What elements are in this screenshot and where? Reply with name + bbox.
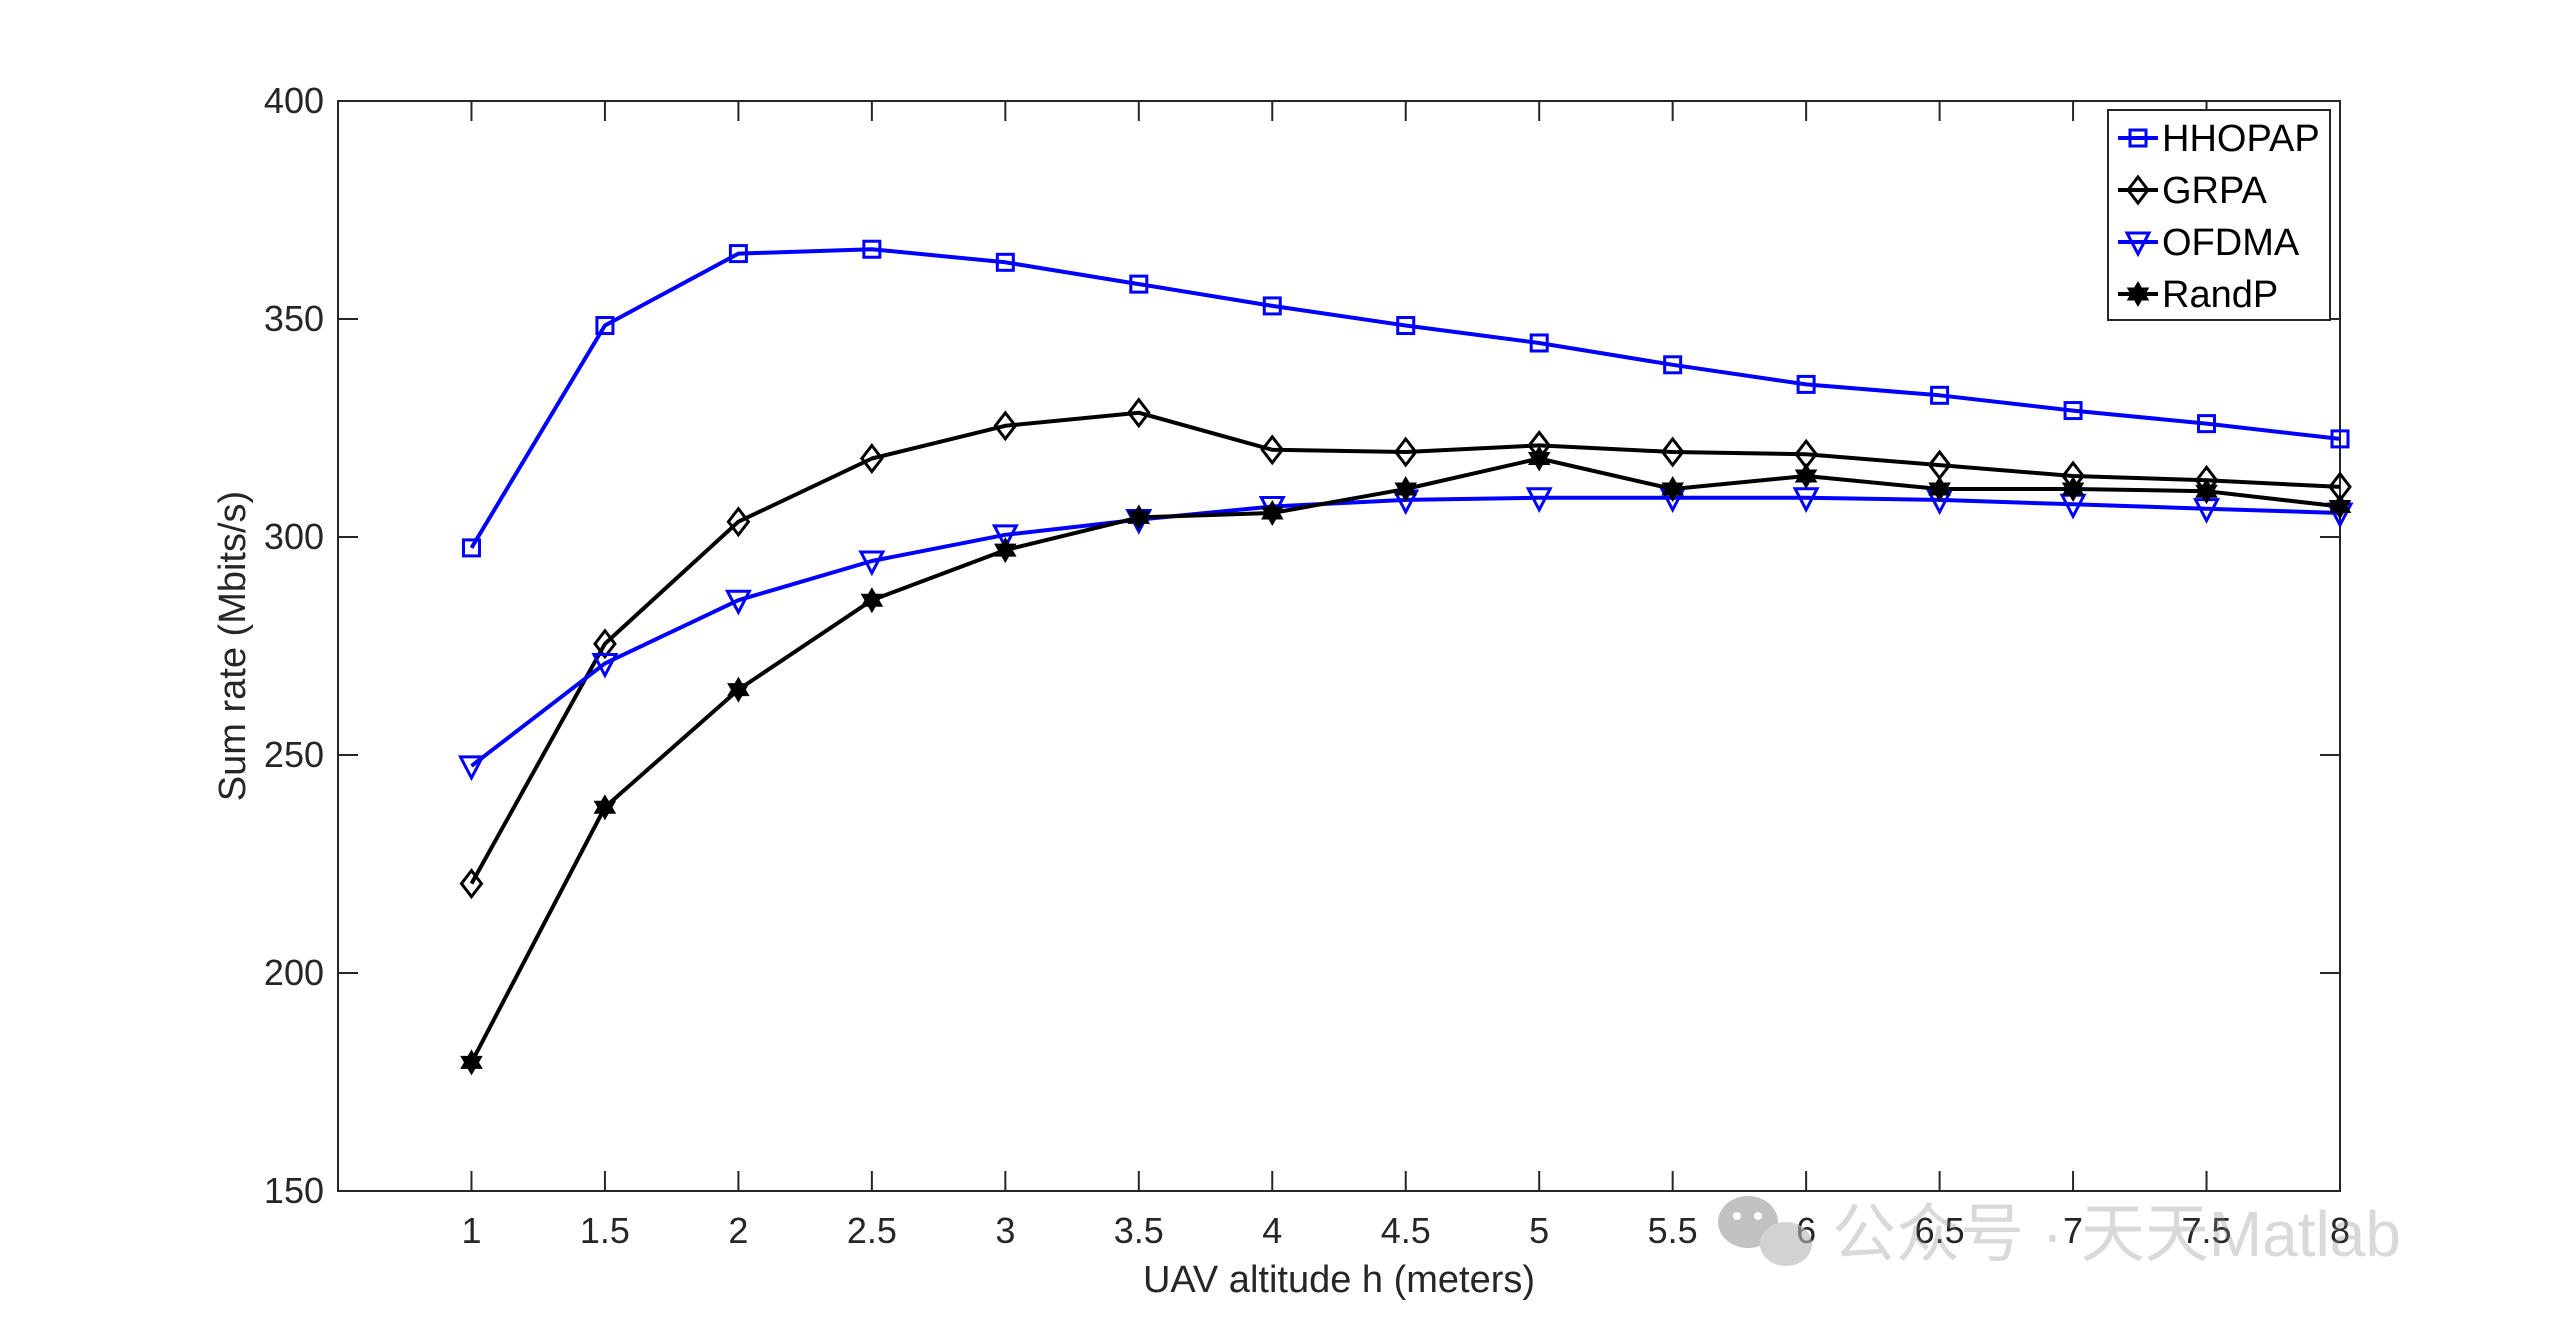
data-point bbox=[1529, 333, 1549, 353]
data-point bbox=[1126, 397, 1151, 429]
data-point bbox=[724, 589, 752, 616]
data-point bbox=[994, 537, 1017, 564]
legend-item: OFDMA bbox=[2118, 222, 2300, 264]
series-randp bbox=[460, 445, 2352, 1076]
legend: HHOPAP GRPA OFDMA RandP bbox=[2107, 109, 2331, 321]
watermark: 公众号 · 天天Matlab bbox=[1718, 1196, 2401, 1270]
x-tick-label: 2 bbox=[728, 1210, 748, 1251]
y-axis-label: Sum rate (Mbits/s) bbox=[212, 491, 254, 801]
data-point bbox=[1396, 316, 1416, 336]
legend-items: HHOPAP GRPA OFDMA RandP bbox=[2118, 118, 2320, 316]
legend-marker bbox=[2128, 128, 2148, 148]
y-tick-label: 400 bbox=[264, 80, 324, 121]
data-point bbox=[2061, 476, 2085, 502]
data-point bbox=[727, 676, 750, 703]
watermark-text: 公众号 · 天天Matlab bbox=[1832, 1198, 2401, 1270]
x-tick-label: 5.5 bbox=[1648, 1210, 1698, 1251]
series-line bbox=[469, 410, 2341, 885]
x-axis-label: UAV altitude h (meters) bbox=[1143, 1259, 1535, 1301]
data-point bbox=[1930, 385, 1950, 405]
data-point bbox=[991, 524, 1019, 551]
data-point bbox=[1261, 500, 1284, 526]
data-point bbox=[1796, 374, 1816, 394]
legend-label: HHOPAP bbox=[2162, 118, 2320, 160]
x-tick-labels: 11.522.533.544.555.566.577.58 bbox=[461, 1210, 2350, 1251]
data-point bbox=[862, 239, 882, 259]
legend-item: HHOPAP bbox=[2118, 118, 2320, 160]
data-point bbox=[860, 587, 884, 614]
data-point bbox=[1928, 476, 1951, 502]
axis-ticks bbox=[338, 100, 2341, 1192]
series-layer bbox=[457, 239, 2354, 1076]
data-point bbox=[728, 244, 748, 264]
wechat-icon bbox=[1718, 1196, 1812, 1266]
data-point bbox=[1393, 436, 1418, 468]
x-tick-label: 3 bbox=[995, 1210, 1015, 1251]
x-tick-label: 1 bbox=[461, 1210, 481, 1251]
legend-label: OFDMA bbox=[2162, 222, 2300, 264]
legend-label: GRPA bbox=[2162, 170, 2268, 212]
data-point bbox=[459, 868, 484, 900]
data-point bbox=[859, 443, 884, 474]
y-tick-label: 300 bbox=[264, 516, 324, 557]
x-tick-label: 7.5 bbox=[2182, 1210, 2232, 1251]
data-point bbox=[726, 506, 751, 538]
y-tick-label: 150 bbox=[264, 1170, 324, 1211]
data-point bbox=[460, 1049, 483, 1076]
series-hhopap bbox=[461, 239, 2350, 558]
data-point bbox=[1660, 436, 1685, 468]
data-point bbox=[593, 628, 617, 660]
data-point bbox=[2063, 401, 2083, 421]
y-tick-labels: 150 200 250 300 350 400 bbox=[264, 80, 324, 1211]
data-point bbox=[1663, 355, 1683, 375]
data-point bbox=[1794, 463, 1818, 489]
x-tick-label: 5 bbox=[1529, 1210, 1549, 1251]
data-point bbox=[1394, 476, 1417, 502]
data-point bbox=[1127, 504, 1151, 531]
data-point bbox=[1525, 487, 1553, 513]
data-point bbox=[595, 316, 615, 336]
y-tick-label: 200 bbox=[264, 952, 324, 993]
legend-item: RandP bbox=[2118, 274, 2278, 316]
y-tick-label: 350 bbox=[264, 298, 324, 339]
data-point bbox=[1661, 476, 1684, 502]
data-point bbox=[993, 410, 1018, 442]
data-point bbox=[591, 652, 619, 679]
x-tick-label: 4 bbox=[1262, 1210, 1282, 1251]
data-point bbox=[2330, 429, 2350, 449]
data-point bbox=[2195, 478, 2218, 505]
x-tick-label: 1.5 bbox=[580, 1210, 630, 1251]
data-point bbox=[1262, 296, 1282, 316]
x-tick-label: 4.5 bbox=[1381, 1210, 1431, 1251]
data-point bbox=[1527, 445, 1551, 472]
series-grpa bbox=[459, 397, 2352, 900]
x-tick-label: 6.5 bbox=[1915, 1210, 1965, 1251]
legend-item: GRPA bbox=[2118, 170, 2268, 212]
data-point bbox=[1129, 274, 1149, 294]
x-tick-label: 8 bbox=[2330, 1210, 2350, 1251]
legend-marker bbox=[2126, 174, 2150, 206]
data-point bbox=[461, 538, 481, 558]
series-line bbox=[469, 247, 2341, 549]
data-point bbox=[2328, 493, 2352, 520]
data-point bbox=[1260, 434, 1285, 466]
data-point bbox=[457, 755, 485, 782]
y-tick-label: 250 bbox=[264, 734, 324, 775]
legend-marker bbox=[2124, 231, 2152, 258]
x-tick-label: 7 bbox=[2063, 1210, 2083, 1251]
x-tick-label: 3.5 bbox=[1114, 1210, 1164, 1251]
x-tick-label: 2.5 bbox=[847, 1210, 897, 1251]
legend-label: RandP bbox=[2162, 274, 2278, 316]
data-point bbox=[2197, 414, 2217, 434]
data-point bbox=[593, 794, 617, 821]
plot-area bbox=[337, 100, 2341, 1192]
data-point bbox=[858, 550, 886, 577]
data-point bbox=[995, 252, 1015, 272]
legend-marker bbox=[2126, 281, 2150, 307]
